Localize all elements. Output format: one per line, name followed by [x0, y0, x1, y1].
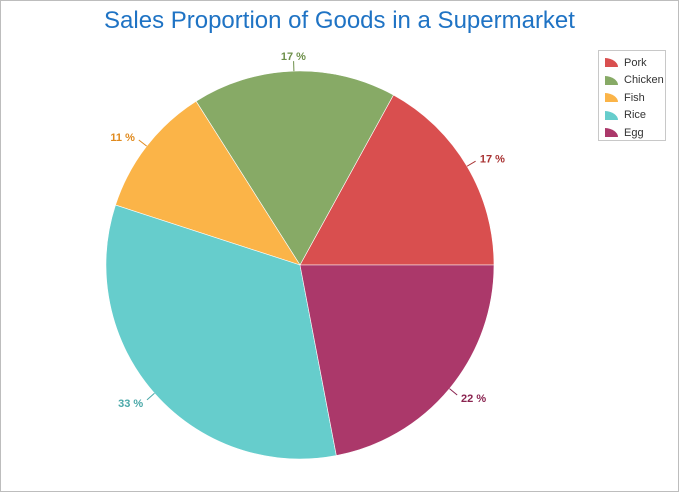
- data-label-egg: 22 %: [461, 393, 486, 405]
- legend-item-egg: Egg: [599, 124, 665, 142]
- leader-line-egg: [449, 388, 458, 396]
- pie-slice-egg: [299, 264, 495, 456]
- legend-swatch-rice: [604, 110, 619, 121]
- legend-label-egg: Egg: [624, 126, 644, 139]
- pie-slices: [105, 70, 495, 460]
- legend-label-fish: Fish: [624, 91, 645, 104]
- legend-swatch-fish: [604, 92, 619, 103]
- data-labels: 17 % 17 % 11 % 33 % 22 %: [110, 51, 505, 410]
- data-label-fish: 11 %: [110, 132, 135, 144]
- label-leader-lines: [138, 61, 476, 401]
- legend-item-pork: Pork: [599, 54, 665, 72]
- legend-label-rice: Rice: [624, 109, 647, 122]
- legend: Pork Chicken Fish Rice Egg: [598, 50, 666, 141]
- data-label-pork: 17 %: [480, 154, 505, 166]
- chart-title: Sales Proportion of Goods in a Supermark…: [104, 7, 575, 34]
- legend-swatch-egg: [604, 127, 619, 138]
- pie-slice-rice: [105, 204, 337, 460]
- leader-line-fish: [138, 139, 148, 147]
- leader-line-rice: [146, 392, 155, 401]
- legend-label-chicken: Chicken: [624, 74, 664, 87]
- legend-item-fish: Fish: [599, 89, 665, 107]
- legend-swatch-chicken: [604, 75, 619, 86]
- legend-item-rice: Rice: [599, 107, 665, 125]
- data-label-rice: 33 %: [118, 398, 143, 410]
- legend-item-chicken: Chicken: [599, 72, 665, 90]
- data-label-chicken: 17 %: [281, 51, 306, 63]
- leader-line-pork: [466, 160, 476, 167]
- legend-swatch-pork: [604, 57, 619, 68]
- legend-label-pork: Pork: [624, 56, 647, 69]
